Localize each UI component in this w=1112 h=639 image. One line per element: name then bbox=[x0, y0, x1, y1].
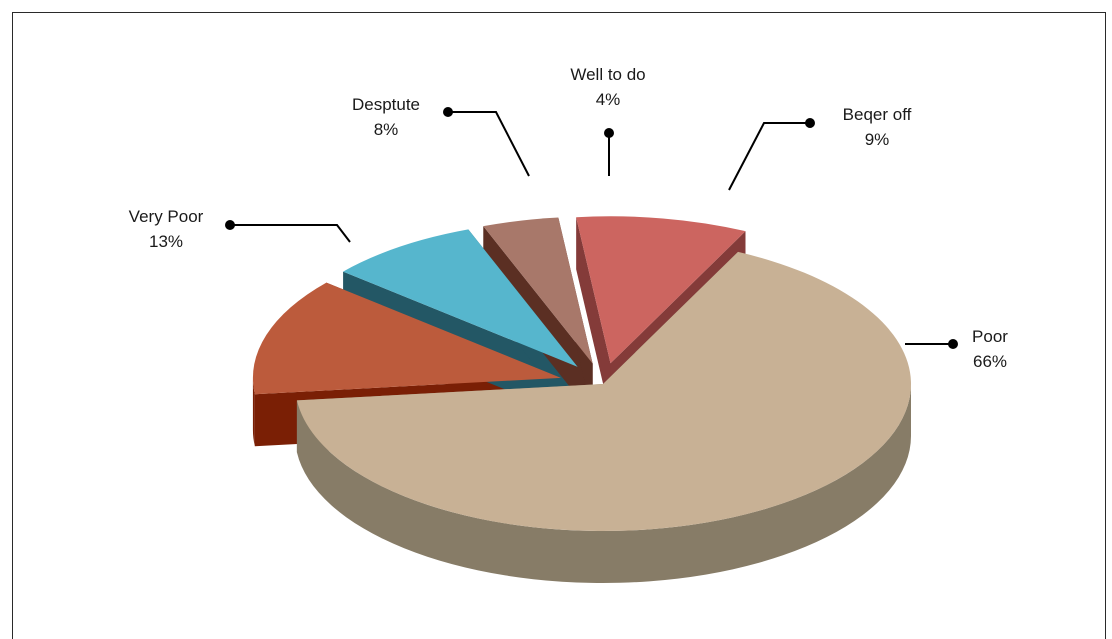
data-label-category-desptute: Desptute bbox=[352, 95, 420, 114]
leader-line-very-poor bbox=[230, 224, 351, 243]
leader-line-beqer-off bbox=[728, 122, 810, 191]
leader-dot-well-to-do bbox=[604, 128, 614, 138]
data-label-percent-poor: 66% bbox=[973, 352, 1007, 371]
pie-side-wall-beqer-off-0 bbox=[576, 217, 611, 416]
data-label-category-very-poor: Very Poor bbox=[129, 207, 204, 226]
label-group-desptute: Desptute 8% bbox=[352, 95, 530, 177]
pie-tops bbox=[252, 216, 911, 532]
data-label-category-well-to-do: Well to do bbox=[570, 65, 645, 84]
pie-outer-wall-poor-0 bbox=[296, 384, 911, 584]
pie-slice-beqer-off bbox=[576, 216, 746, 364]
label-group-well-to-do: Well to do 4% bbox=[570, 65, 646, 176]
pie-slice-very-poor bbox=[252, 282, 561, 395]
pie-labels: Poor 66% Very Poor 13% Desptute 8% Well to do 4… bbox=[129, 65, 1009, 371]
data-label-percent-well-to-do: 4% bbox=[596, 90, 621, 109]
leader-dot-poor bbox=[948, 339, 958, 349]
pie-outer-wall-very-poor-0 bbox=[252, 377, 255, 447]
chart-frame bbox=[12, 12, 1106, 639]
data-label-category-poor: Poor bbox=[972, 327, 1008, 346]
pie-slice-well-to-do bbox=[483, 217, 593, 364]
data-label-percent-very-poor: 13% bbox=[149, 232, 183, 251]
leader-dot-beqer-off bbox=[805, 118, 815, 128]
label-group-very-poor: Very Poor 13% bbox=[129, 207, 351, 251]
leader-line-desptute bbox=[448, 111, 530, 177]
label-group-beqer-off: Beqer off 9% bbox=[728, 105, 912, 191]
leader-dot-desptute bbox=[443, 107, 453, 117]
data-label-category-beqer-off: Beqer off bbox=[843, 105, 912, 124]
data-label-percent-desptute: 8% bbox=[374, 120, 399, 139]
leader-dot-very-poor bbox=[225, 220, 235, 230]
label-group-poor: Poor 66% bbox=[905, 327, 1008, 371]
data-label-percent-beqer-off: 9% bbox=[865, 130, 890, 149]
pie-slice-desptute bbox=[343, 229, 578, 367]
pie-slice-poor bbox=[296, 251, 911, 532]
